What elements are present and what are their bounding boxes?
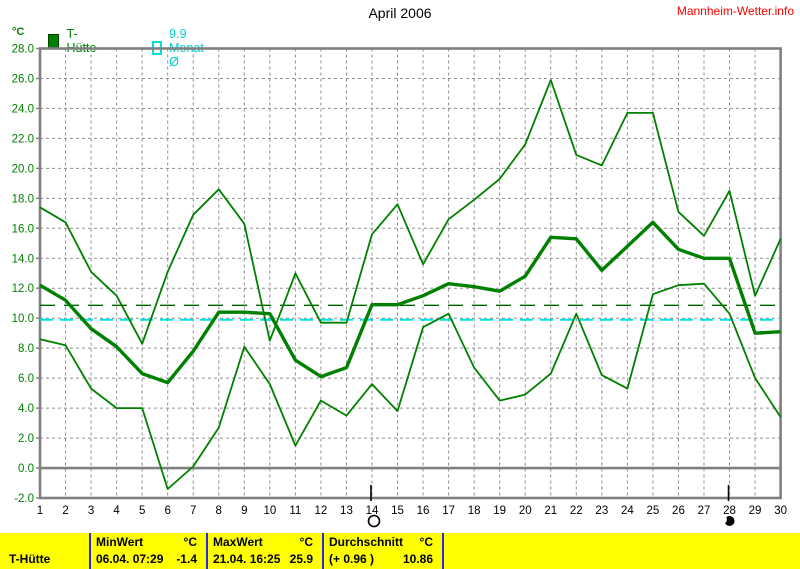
table-divider (322, 533, 324, 569)
x-axis-label: 8 (216, 505, 222, 517)
y-axis-label: 0.0 (18, 463, 34, 475)
moon-crescent-highlight (717, 514, 727, 525)
x-axis-label: 16 (417, 505, 430, 517)
maxwert-header: MaxWert (213, 535, 263, 549)
y-axis-label: 10.0 (12, 313, 34, 325)
x-axis-label: 23 (595, 505, 608, 517)
series-line-T-Hütte max (39, 79, 782, 345)
durchschnitt-anomaly: (+ 0.96 ) (329, 552, 375, 566)
table-divider (442, 533, 444, 569)
durchschnitt-header: Durchschnitt (329, 535, 404, 549)
x-axis-label: 5 (139, 505, 145, 517)
full-moon-icon (367, 514, 381, 528)
y-axis-label: -2.0 (14, 493, 34, 505)
durchschnitt-value: 10.86 (402, 552, 433, 566)
stats-table: T-Hütte MinWert °C 06.04. 07:29 -1.4 Max… (0, 533, 800, 569)
x-axis-label: 15 (391, 505, 404, 517)
maxwert-cell: MaxWert °C 21.04. 16:25 25.9 (208, 533, 320, 569)
y-axis-label: 22.0 (12, 133, 34, 145)
x-axis-label: 24 (621, 505, 634, 517)
x-axis-label: 6 (164, 505, 170, 517)
table-divider (206, 533, 208, 569)
y-axis-label: 26.0 (12, 73, 34, 85)
stats-row-label-cell: T-Hütte (0, 533, 89, 569)
plot-frame (38, 47, 782, 500)
minwert-unit: °C (183, 535, 197, 549)
y-axis-label: 16.0 (12, 223, 34, 235)
series-line-T-Hütte min (39, 282, 782, 490)
y-axis-label: 14.0 (12, 253, 34, 265)
x-axis-label: 30 (774, 505, 787, 517)
minwert-value: -1.4 (176, 552, 197, 566)
x-axis-label: 29 (749, 505, 762, 517)
x-axis-label: 10 (263, 505, 276, 517)
y-axis-label: 4.0 (18, 403, 34, 415)
y-axis-unit-label: °C (12, 26, 25, 38)
x-axis-label: 18 (468, 505, 481, 517)
durchschnitt-unit: °C (419, 535, 433, 549)
x-axis-label: 20 (519, 505, 532, 517)
x-axis-label: 17 (442, 505, 455, 517)
maxwert-unit: °C (299, 535, 313, 549)
series-line-T-Hütte mean (39, 220, 781, 385)
minwert-cell: MinWert °C 06.04. 07:29 -1.4 (91, 533, 204, 569)
y-axis-label: 20.0 (12, 163, 34, 175)
y-axis-label: 12.0 (12, 283, 34, 295)
durchschnitt-cell: Durchschnitt °C (+ 0.96 ) 10.86 (324, 533, 440, 569)
x-axis-label: 26 (672, 505, 685, 517)
page-title: April 2006 (368, 5, 432, 21)
x-axis-label: 13 (340, 505, 353, 517)
x-axis-label: 1 (37, 505, 43, 517)
table-divider (89, 533, 91, 569)
y-axis-label: 24.0 (12, 103, 34, 115)
x-axis-label: 4 (113, 505, 120, 517)
x-axis-label: 19 (493, 505, 506, 517)
x-axis-label: 27 (698, 505, 711, 517)
minwert-header: MinWert (96, 535, 144, 549)
y-axis-label: 8.0 (18, 343, 34, 355)
site-link[interactable]: Mannheim-Wetter.info (676, 4, 794, 18)
y-axis-label: 28.0 (12, 44, 34, 56)
x-axis-label: 11 (289, 505, 301, 517)
maxwert-value: 25.9 (289, 552, 313, 566)
minwert-datetime: 06.04. 07:29 (96, 552, 164, 566)
temperature-chart: 28.026.024.022.020.018.016.014.012.010.0… (12, 44, 787, 528)
x-axis-label: 28 (723, 505, 736, 517)
y-axis-label: 6.0 (18, 373, 34, 385)
x-axis-label: 3 (88, 505, 94, 517)
y-axis-label: 2.0 (18, 433, 34, 445)
maxwert-datetime: 21.04. 16:25 (213, 552, 281, 566)
new-moon-icon (724, 516, 735, 526)
x-axis-label: 2 (62, 505, 68, 517)
stats-row-label: T-Hütte (9, 552, 51, 566)
x-axis-label: 7 (190, 505, 196, 517)
x-axis-label: 21 (544, 505, 557, 517)
x-axis-label: 14 (366, 505, 379, 517)
y-axis-label: 18.0 (12, 193, 34, 205)
x-axis-label: 9 (241, 505, 247, 517)
x-axis-label: 22 (570, 505, 583, 517)
x-axis-label: 25 (647, 505, 660, 517)
x-axis-label: 12 (315, 505, 328, 517)
